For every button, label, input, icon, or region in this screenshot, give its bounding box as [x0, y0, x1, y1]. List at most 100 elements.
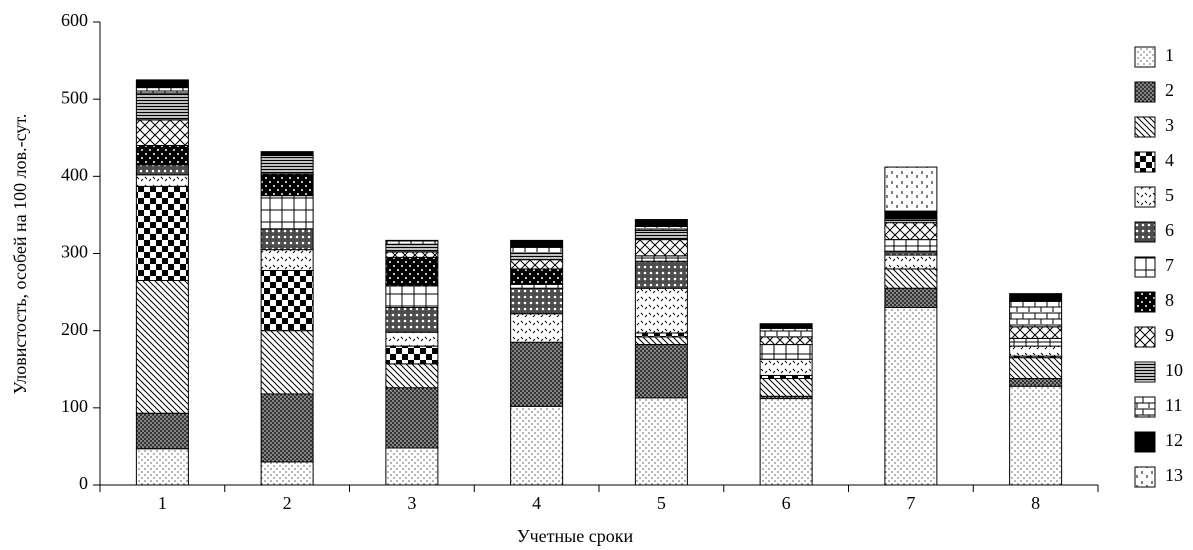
bar-segment — [634, 229, 688, 241]
bar-segment — [385, 363, 439, 389]
bar-segment — [135, 448, 189, 486]
bar-segment — [634, 260, 688, 289]
legend-swatch — [1134, 186, 1156, 208]
x-tick-label: 4 — [532, 493, 541, 513]
legend-swatch — [1134, 116, 1156, 138]
bar-segment — [385, 387, 439, 449]
legend-swatch — [1134, 431, 1156, 453]
bar-segment — [759, 358, 813, 376]
legend-swatch — [1134, 81, 1156, 103]
bar-segment — [510, 405, 564, 486]
legend-label: 3 — [1165, 115, 1174, 135]
bar-segment — [135, 174, 189, 187]
bar-segment — [260, 151, 314, 156]
bar-segment — [884, 210, 938, 220]
x-tick-label: 6 — [782, 493, 791, 513]
legend-swatch — [1134, 326, 1156, 348]
legend-label: 1 — [1165, 45, 1174, 65]
y-tick-label: 400 — [61, 164, 88, 184]
bar-segment — [385, 345, 439, 365]
bar-segment — [385, 285, 439, 309]
bar-segment — [634, 344, 688, 399]
bar-segment — [135, 92, 189, 121]
bar-segment — [634, 287, 688, 334]
bar-segment — [884, 268, 938, 289]
bar-segment — [884, 287, 938, 309]
bar-segment — [1009, 326, 1063, 339]
x-tick-label: 1 — [158, 493, 167, 513]
x-tick-label: 7 — [906, 493, 915, 513]
bar-segment — [884, 239, 938, 252]
bar-segment — [385, 243, 439, 253]
legend-label: 2 — [1165, 80, 1174, 100]
bar-segment — [135, 412, 189, 450]
bar-segment — [1009, 385, 1063, 486]
bar-segment — [510, 341, 564, 407]
legend-swatch — [1134, 256, 1156, 278]
bar-segment — [135, 119, 189, 146]
bar-segment — [135, 144, 189, 166]
bar-segment — [135, 79, 189, 89]
bar-segment — [260, 154, 314, 175]
bar-segment — [884, 222, 938, 241]
bar-segment — [385, 331, 439, 347]
bar-segment — [884, 254, 938, 270]
bar-segment — [759, 323, 813, 329]
bar-segment — [260, 228, 314, 251]
y-tick-label: 500 — [61, 87, 88, 107]
bar-segment — [884, 218, 938, 224]
bar-segment — [510, 283, 564, 289]
legend-label: 9 — [1165, 325, 1174, 345]
legend-swatch — [1134, 466, 1156, 488]
y-tick-label: 300 — [61, 242, 88, 262]
legend-swatch — [1134, 396, 1156, 418]
bar-segment — [385, 256, 439, 287]
bar-segment — [260, 195, 314, 230]
bar-segment — [385, 251, 439, 258]
bar-segment — [634, 336, 688, 346]
bar-segment — [884, 250, 938, 256]
bar-segment — [759, 398, 813, 486]
legend-swatch — [1134, 291, 1156, 313]
bar-segment — [135, 280, 189, 414]
bar-segment — [1009, 378, 1063, 387]
bar-segment — [634, 332, 688, 338]
bar-segment — [759, 378, 813, 397]
bar-segment — [260, 173, 314, 197]
x-axis-title: Учетные сроки — [517, 526, 634, 546]
y-tick-label: 0 — [79, 473, 88, 493]
bar-segment — [260, 249, 314, 271]
bar-segment — [510, 253, 564, 261]
bar-segment — [884, 166, 938, 212]
legend-swatch — [1134, 221, 1156, 243]
y-tick-label: 600 — [61, 10, 88, 30]
bar-segment — [510, 313, 564, 343]
x-tick-label: 3 — [407, 493, 416, 513]
y-tick-label: 200 — [61, 319, 88, 339]
x-tick-label: 2 — [283, 493, 292, 513]
legend-label: 11 — [1165, 395, 1182, 415]
bar-segment — [510, 287, 564, 315]
bar-segment — [260, 461, 314, 486]
bar-segment — [510, 268, 564, 285]
bar-segment — [510, 259, 564, 270]
bar-segment — [510, 239, 564, 248]
bar-segment — [634, 239, 688, 257]
bar-segment — [385, 239, 439, 245]
legend-label: 12 — [1165, 430, 1183, 450]
bar-segment — [884, 307, 938, 486]
bar-segment — [1009, 300, 1063, 328]
bar-segment — [135, 164, 189, 176]
legend-label: 8 — [1165, 290, 1174, 310]
legend-label: 6 — [1165, 220, 1174, 240]
bar-segment — [759, 344, 813, 360]
legend-swatch — [1134, 361, 1156, 383]
y-tick-label: 100 — [61, 396, 88, 416]
legend-swatch — [1134, 151, 1156, 173]
bar-segment — [1009, 357, 1063, 380]
bar-segment — [510, 246, 564, 254]
bar-segment — [385, 307, 439, 333]
y-axis-title: Уловистость, особей на 100 лов.-сут. — [10, 114, 30, 395]
bar-segment — [759, 327, 813, 338]
